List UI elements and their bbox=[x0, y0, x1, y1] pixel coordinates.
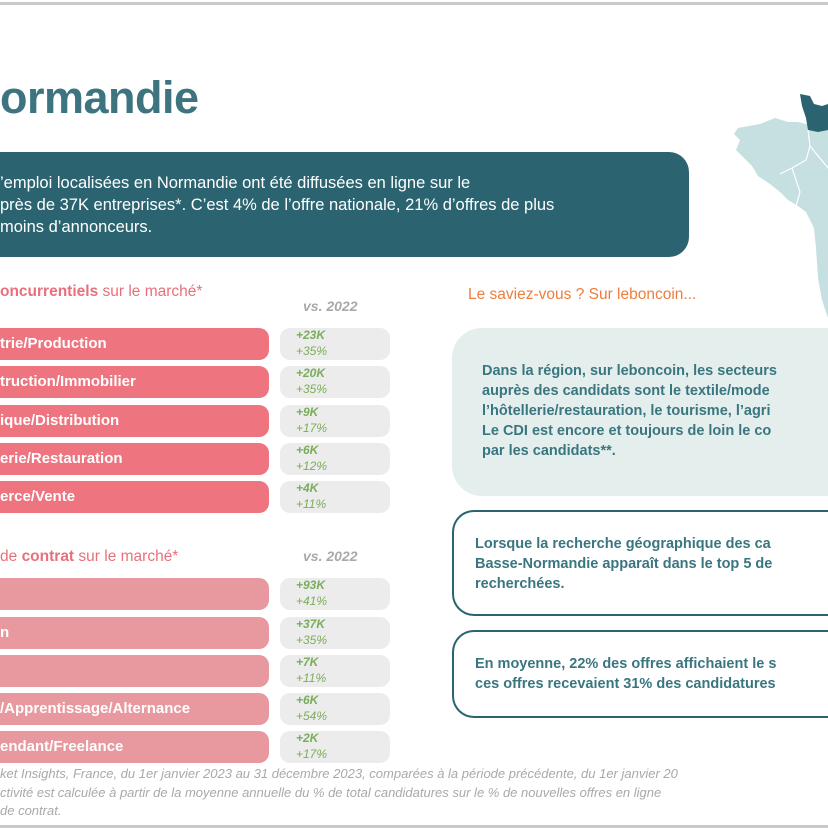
sectors-vs-label: vs. 2022 bbox=[303, 298, 358, 314]
fact-box-geo: Lorsque la recherche géographique des ca… bbox=[452, 510, 828, 616]
delta-value: +20K bbox=[296, 366, 326, 380]
bar-label: truction/Immobilier bbox=[0, 373, 136, 390]
bar-label: /Apprentissage/Alternance bbox=[0, 700, 191, 717]
fact-line: Dans la région, sur leboncoin, les secte… bbox=[482, 363, 777, 379]
delta-badge: +4K +11% bbox=[280, 481, 390, 513]
delta-value: +93K bbox=[296, 578, 326, 592]
footnote: ket Insights, France, du 1er janvier 202… bbox=[0, 766, 678, 781]
bar-label: ique/Distribution bbox=[0, 412, 120, 429]
delta-badge: +20K +35% bbox=[280, 366, 390, 398]
delta-percent: +11% bbox=[296, 497, 327, 511]
delta-badge: +6K +12% bbox=[280, 443, 390, 475]
delta-badge: +6K +54% bbox=[280, 693, 390, 725]
sector-bar: trie/Production bbox=[0, 328, 269, 360]
delta-value: +23K bbox=[296, 328, 326, 342]
fact-box-salary: En moyenne, 22% des offres affichaient l… bbox=[452, 630, 828, 718]
delta-percent: +11% bbox=[296, 671, 327, 685]
fact-line: Le CDI est encore et toujours de loin le… bbox=[482, 423, 772, 439]
normandie-region bbox=[800, 94, 828, 132]
delta-value: +4K bbox=[296, 481, 319, 495]
top-divider bbox=[0, 2, 828, 5]
fact-line: auprès des candidats sont le textile/mod… bbox=[482, 383, 770, 399]
footnote: de contrat. bbox=[0, 803, 62, 818]
footnote: ctivité est calculée à partir de la moye… bbox=[0, 785, 662, 800]
fact-line: ces offres recevaient 31% des candidatur… bbox=[475, 676, 776, 692]
saviez-heading: Le saviez-vous ? Sur leboncoin... bbox=[468, 286, 697, 303]
delta-badge: +93K +41% bbox=[280, 578, 390, 610]
fact-line: l’hôtellerie/restauration, le tourisme, … bbox=[482, 403, 771, 419]
delta-percent: +35% bbox=[296, 633, 328, 647]
delta-percent: +54% bbox=[296, 709, 328, 723]
fact-line: par les candidats**. bbox=[482, 443, 616, 459]
intro-banner: ’emploi localisées en Normandie ont été … bbox=[0, 152, 689, 257]
contracts-vs-label: vs. 2022 bbox=[303, 548, 358, 564]
sector-bar: erie/Restauration bbox=[0, 443, 269, 475]
delta-value: +6K bbox=[296, 443, 319, 457]
intro-line: près de 37K entreprises*. C’est 4% de l’… bbox=[0, 196, 555, 214]
delta-badge: +2K +17% bbox=[280, 731, 390, 763]
france-shape bbox=[734, 118, 828, 318]
delta-percent: +17% bbox=[296, 421, 328, 435]
delta-value: +37K bbox=[296, 617, 326, 631]
sector-bar: truction/Immobilier bbox=[0, 366, 269, 398]
contract-bar bbox=[0, 578, 269, 610]
delta-percent: +35% bbox=[296, 344, 328, 358]
bar-label: erce/Vente bbox=[0, 488, 76, 505]
delta-badge: +37K +35% bbox=[280, 617, 390, 649]
delta-value: +6K bbox=[296, 693, 319, 707]
contract-bar: n bbox=[0, 617, 269, 649]
delta-value: +2K bbox=[296, 731, 319, 745]
delta-percent: +41% bbox=[296, 594, 328, 608]
fact-box-sectors: Dans la région, sur leboncoin, les secte… bbox=[452, 328, 828, 496]
contract-bar bbox=[0, 655, 269, 687]
delta-badge: +7K +11% bbox=[280, 655, 390, 687]
intro-line: moins d’annonceurs. bbox=[0, 218, 153, 236]
intro-line: ’emploi localisées en Normandie ont été … bbox=[0, 174, 471, 192]
france-map-icon bbox=[734, 94, 828, 318]
fact-line: Lorsque la recherche géographique des ca bbox=[475, 536, 771, 552]
bottom-divider bbox=[0, 825, 828, 828]
sector-bar: erce/Vente bbox=[0, 481, 269, 513]
page-title: ormandie bbox=[0, 72, 199, 123]
bar-label: endant/Freelance bbox=[0, 738, 124, 755]
contract-bar: endant/Freelance bbox=[0, 731, 269, 763]
delta-percent: +12% bbox=[296, 459, 328, 473]
delta-value: +7K bbox=[296, 655, 319, 669]
delta-badge: +9K +17% bbox=[280, 405, 390, 437]
delta-percent: +35% bbox=[296, 382, 328, 396]
fact-line: En moyenne, 22% des offres affichaient l… bbox=[475, 656, 777, 672]
fact-line: Basse-Normandie apparaît dans le top 5 d… bbox=[475, 556, 773, 572]
delta-badge: +23K +35% bbox=[280, 328, 390, 360]
bar-label: trie/Production bbox=[0, 335, 107, 352]
sector-bar: ique/Distribution bbox=[0, 405, 269, 437]
delta-percent: +17% bbox=[296, 747, 328, 761]
contracts-heading: de contrat sur le marché* bbox=[0, 548, 179, 565]
sectors-heading: oncurrentiels sur le marché* bbox=[0, 283, 203, 300]
fact-line: recherchées. bbox=[475, 576, 565, 592]
region-borders bbox=[779, 129, 828, 207]
contract-bar: /Apprentissage/Alternance bbox=[0, 693, 269, 725]
bar-label: erie/Restauration bbox=[0, 450, 123, 467]
bar-label: n bbox=[0, 624, 10, 641]
delta-value: +9K bbox=[296, 405, 319, 419]
